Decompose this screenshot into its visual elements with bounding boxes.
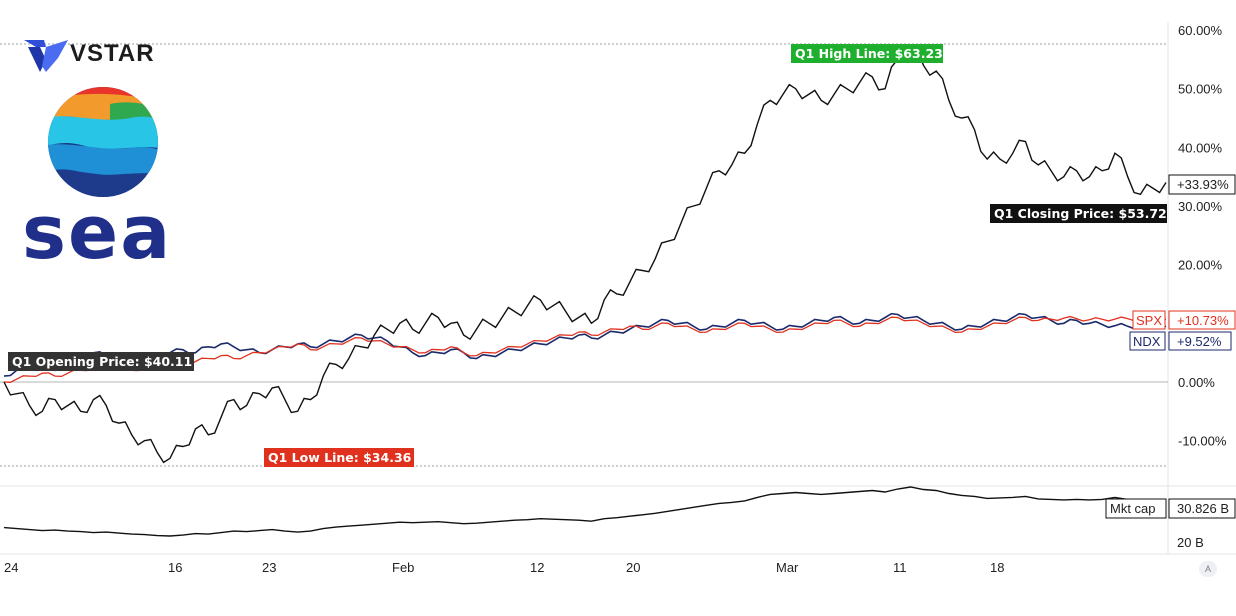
vstar-v-logo-icon (24, 40, 68, 72)
legend-spx: SPX +10.73% (1132, 310, 1236, 330)
low-line-label: Q1 Low Line: $34.36 (268, 450, 412, 465)
ndx-series-line (3, 312, 1167, 377)
time-axis-tick: Mar (776, 560, 799, 575)
high-line-tag: Q1 High Line: $63.23 (791, 44, 943, 63)
price-axis-tick: 40.00% (1178, 140, 1223, 155)
price-axis-tick: 0.00% (1178, 375, 1215, 390)
mkt-cap-series-line (3, 486, 1167, 537)
sea-globe-logo-icon (48, 87, 158, 197)
price-axis-tick: 20.00% (1178, 258, 1223, 273)
price-axis-tick: -10.00% (1178, 434, 1227, 449)
price-value-box: +33.93% (1168, 174, 1236, 195)
time-axis-tick: 24 (4, 560, 18, 575)
price-value-text: +33.93% (1177, 177, 1229, 192)
time-axis-tick: 23 (262, 560, 276, 575)
price-axis-tick: 60.00% (1178, 23, 1223, 38)
price-axis-tick: 50.00% (1178, 82, 1223, 97)
low-line-tag: Q1 Low Line: $34.36 (264, 448, 414, 467)
spx-series-line (3, 315, 1167, 383)
mkt-cap-name: Mkt cap (1110, 501, 1156, 516)
legend-spx-value: +10.73% (1177, 313, 1229, 328)
closing-price-label: Q1 Closing Price: $53.72 (994, 206, 1167, 221)
sea-price-series-line (3, 46, 1167, 464)
auto-scale-button[interactable]: A (1199, 561, 1217, 577)
time-axis: 24 16 23 Feb 12 20 Mar 11 18 (4, 560, 1004, 575)
mkt-cap-axis-tick: 20 B (1177, 535, 1204, 550)
legend-ndx-name: NDX (1133, 334, 1161, 349)
opening-price-label: Q1 Opening Price: $40.11 (12, 354, 192, 369)
legend-mkt-cap: Mkt cap 30.826 B (1105, 498, 1236, 519)
mkt-cap-value: 30.826 B (1177, 501, 1229, 516)
time-axis-tick: 16 (168, 560, 182, 575)
closing-price-tag: Q1 Closing Price: $53.72 (990, 204, 1167, 223)
high-line-label: Q1 High Line: $63.23 (795, 46, 943, 61)
legend-ndx-value: +9.52% (1177, 334, 1222, 349)
price-axis: 60.00%50.00%40.00%30.00%20.00%10.00%0.00… (1178, 23, 1227, 449)
price-axis-tick: 30.00% (1178, 199, 1223, 214)
time-axis-tick: 18 (990, 560, 1004, 575)
sea-brand-text: sea (22, 190, 173, 276)
time-axis-tick: Feb (392, 560, 414, 575)
legend-ndx: NDX +9.52% (1129, 331, 1232, 351)
opening-price-tag: Q1 Opening Price: $40.11 (8, 352, 194, 371)
vstar-brand-text: VSTAR (70, 40, 155, 67)
time-axis-tick: 12 (530, 560, 544, 575)
time-axis-tick: 11 (893, 560, 907, 575)
legend-spx-name: SPX (1136, 313, 1162, 328)
time-axis-tick: 20 (626, 560, 640, 575)
